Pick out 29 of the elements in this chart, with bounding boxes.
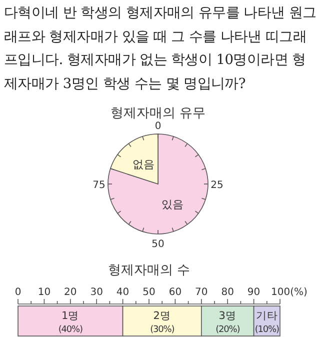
x-tick-label: 0 xyxy=(14,287,22,298)
x-tick-label: 70 xyxy=(195,287,208,298)
x-tick-label: 90 xyxy=(247,287,260,298)
series-label: 2명 xyxy=(153,310,171,322)
series-label: 1명 xyxy=(62,310,80,322)
text: 0 xyxy=(154,121,162,132)
data-label: (40%) xyxy=(58,325,82,335)
x-tick-label: 30 xyxy=(90,287,103,298)
series-label: 3명 xyxy=(218,310,236,322)
text: 다혁이네 반 학생의 형제자매의 유무를 나타낸 원그래프와 형제자매가 있을 때 그 수를 나타낸 띠그래프입니다. 형제자매가 없는 학생이 10명이라면 형제자매가 3명인 학생 수는 몇 명입니까? xyxy=(4,4,318,94)
series-label: 기타 xyxy=(256,310,278,322)
x-tick-label: 60 xyxy=(168,287,182,298)
x-tick-label: 20 xyxy=(64,287,77,298)
x-tick-label: 100(%) xyxy=(271,287,308,298)
data-label: (10%) xyxy=(254,325,279,335)
data-label: (30%) xyxy=(150,325,174,335)
text: 75 xyxy=(92,180,106,191)
x-tick-label: 80 xyxy=(221,287,234,298)
chart-title: 형제자매의 유무 xyxy=(110,106,206,121)
slice-label: 있음 xyxy=(162,198,184,212)
x-tick-label: 50 xyxy=(142,287,156,298)
data-label: (20%) xyxy=(216,325,240,335)
pie-slice xyxy=(108,134,208,234)
x-tick-label: 10 xyxy=(38,287,51,298)
text: 50 xyxy=(152,239,164,250)
text: 25 xyxy=(210,180,224,191)
x-tick-label: 40 xyxy=(116,287,130,298)
chart-title: 형제자매의 수 xyxy=(108,263,190,278)
legend-label: 없음 xyxy=(132,158,154,171)
